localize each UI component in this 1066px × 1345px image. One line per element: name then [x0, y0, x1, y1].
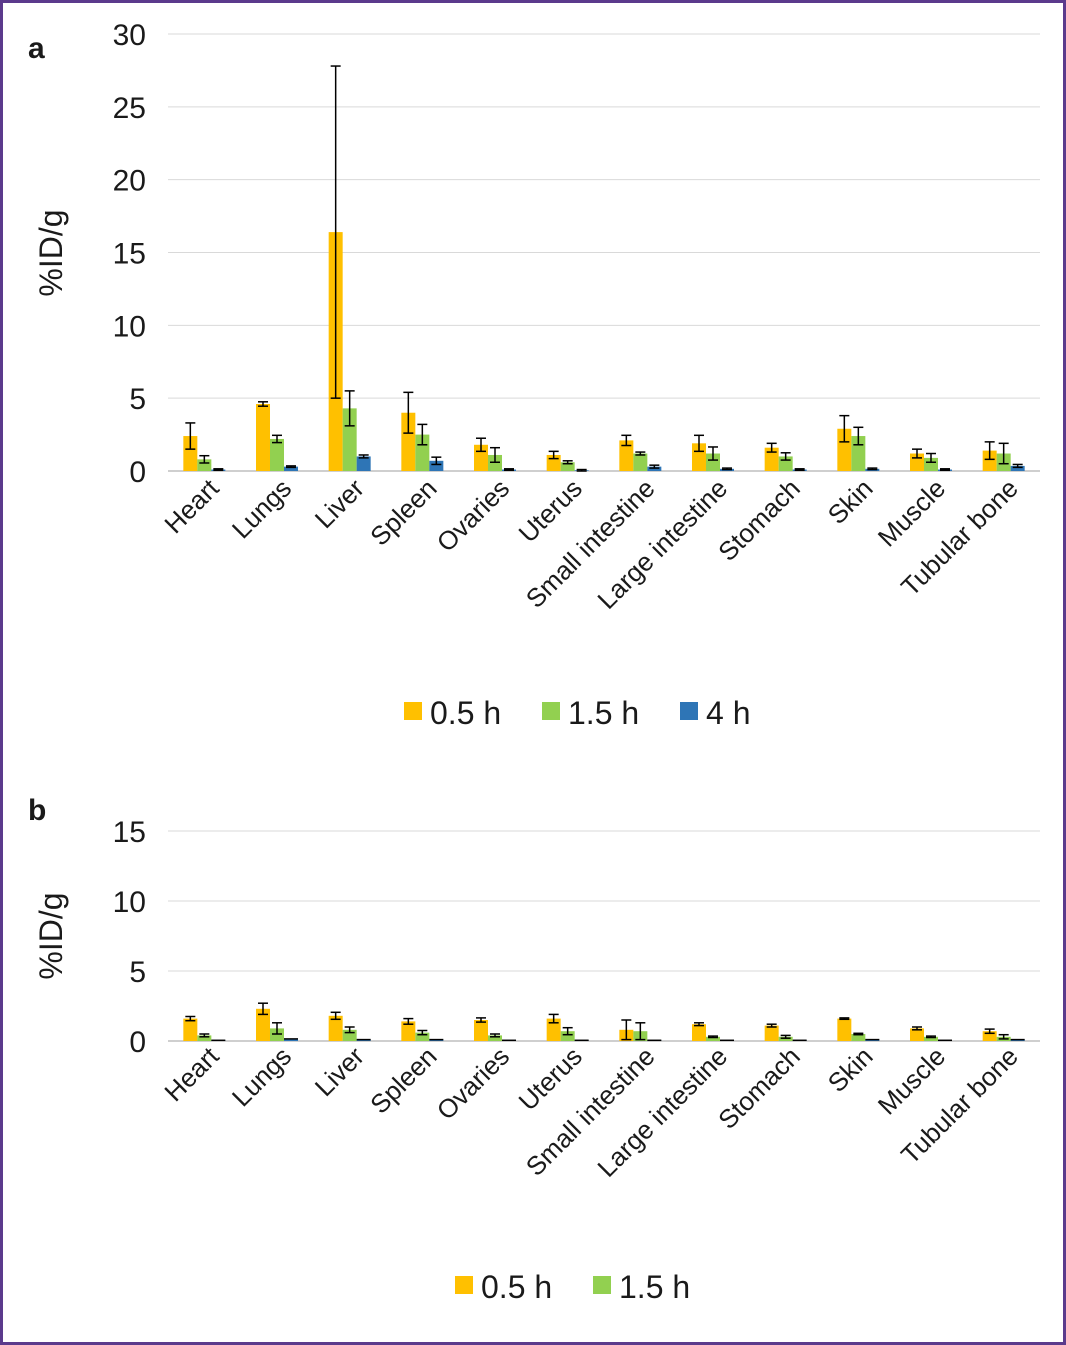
category-label: Stomach	[712, 1041, 806, 1135]
bar	[633, 453, 648, 471]
bar	[415, 434, 430, 471]
bar	[474, 1020, 488, 1041]
bar	[415, 1032, 430, 1041]
y-axis-title: %ID/g	[33, 892, 69, 979]
bar	[284, 466, 298, 471]
y-tick-label: 5	[129, 956, 146, 989]
y-tick-label: 10	[113, 310, 146, 343]
bar	[342, 1029, 357, 1041]
bar	[692, 1024, 706, 1041]
y-tick-label: 0	[129, 1026, 146, 1059]
y-tick-label: 5	[129, 383, 146, 416]
bar	[837, 1018, 852, 1041]
category-label: Small intestine	[520, 473, 661, 614]
bar	[183, 436, 198, 471]
bar	[706, 453, 720, 471]
bar	[429, 460, 444, 471]
category-label: Skin	[822, 473, 879, 530]
category-label: Skin	[822, 1041, 879, 1098]
y-tick-label: 25	[113, 92, 146, 125]
bar	[256, 1008, 270, 1041]
category-label: Spleen	[364, 473, 442, 551]
legend-label: 1.5 h	[568, 695, 639, 731]
y-tick-label: 15	[113, 816, 146, 849]
bar	[560, 462, 575, 471]
bar	[982, 450, 997, 471]
bar	[197, 459, 212, 471]
bar	[851, 1034, 866, 1041]
category-label: Liver	[309, 473, 370, 534]
legend: 0.5 h 1.5 h	[455, 1269, 690, 1305]
bar	[619, 440, 634, 471]
category-label: Liver	[309, 1041, 370, 1102]
bar	[328, 1015, 343, 1041]
legend-label: 4 h	[706, 695, 750, 731]
category-label: Large intestine	[591, 1041, 733, 1183]
panel-label: b	[28, 794, 46, 827]
category-label: Heart	[158, 1040, 225, 1107]
bar	[356, 456, 371, 471]
chart-panel-a: a 0 5 10 15 20 25 30 %ID/g Heart Lungs LiverSpleenO…	[28, 19, 1040, 731]
bar	[910, 1028, 924, 1041]
bar	[270, 438, 284, 471]
category-label: Large intestine	[591, 473, 733, 615]
bar	[401, 412, 416, 471]
bar	[924, 457, 938, 471]
bar	[197, 1035, 212, 1041]
legend-label: 0.5 h	[481, 1269, 552, 1305]
bar	[488, 1035, 502, 1041]
bar	[284, 1038, 298, 1041]
bar	[546, 1018, 561, 1041]
y-tick-label: 30	[113, 19, 146, 52]
category-label: Ovaries	[431, 1041, 516, 1126]
category-label: Lungs	[226, 473, 297, 544]
chart-panel-b: b 0 5 10 15 %ID/g Heart Lungs LiverSpleenOvaries…	[28, 794, 1040, 1305]
category-label: Heart	[158, 472, 225, 539]
category-label: Stomach	[712, 473, 806, 567]
legend-swatch	[455, 1276, 473, 1294]
legend-swatch	[542, 702, 560, 720]
category-label: Spleen	[364, 1041, 442, 1119]
legend-label: 0.5 h	[430, 695, 501, 731]
bar	[692, 443, 706, 471]
y-axis-title: %ID/g	[33, 209, 69, 296]
bar	[706, 1036, 720, 1041]
y-tick-label: 10	[113, 886, 146, 919]
y-tick-label: 0	[129, 456, 146, 489]
bar	[256, 403, 270, 471]
panel-label: a	[28, 32, 45, 65]
legend-swatch	[593, 1276, 611, 1294]
bar	[560, 1031, 575, 1041]
legend: 0.5 h 1.5 h 4 h	[404, 695, 750, 731]
category-label: Ovaries	[431, 473, 516, 558]
bar	[401, 1021, 416, 1041]
bar	[764, 447, 779, 471]
legend-swatch	[680, 702, 698, 720]
y-tick-label: 15	[113, 238, 146, 271]
category-label: Lungs	[226, 1041, 297, 1112]
bar	[837, 428, 852, 471]
legend-label: 1.5 h	[619, 1269, 690, 1305]
bar	[764, 1025, 779, 1041]
bar	[924, 1036, 938, 1041]
legend-swatch	[404, 702, 422, 720]
bar	[342, 408, 357, 471]
category-label: Small intestine	[520, 1041, 661, 1182]
y-tick-label: 20	[113, 165, 146, 198]
bar	[1010, 465, 1025, 471]
bar	[183, 1018, 198, 1041]
bar	[982, 1031, 997, 1041]
